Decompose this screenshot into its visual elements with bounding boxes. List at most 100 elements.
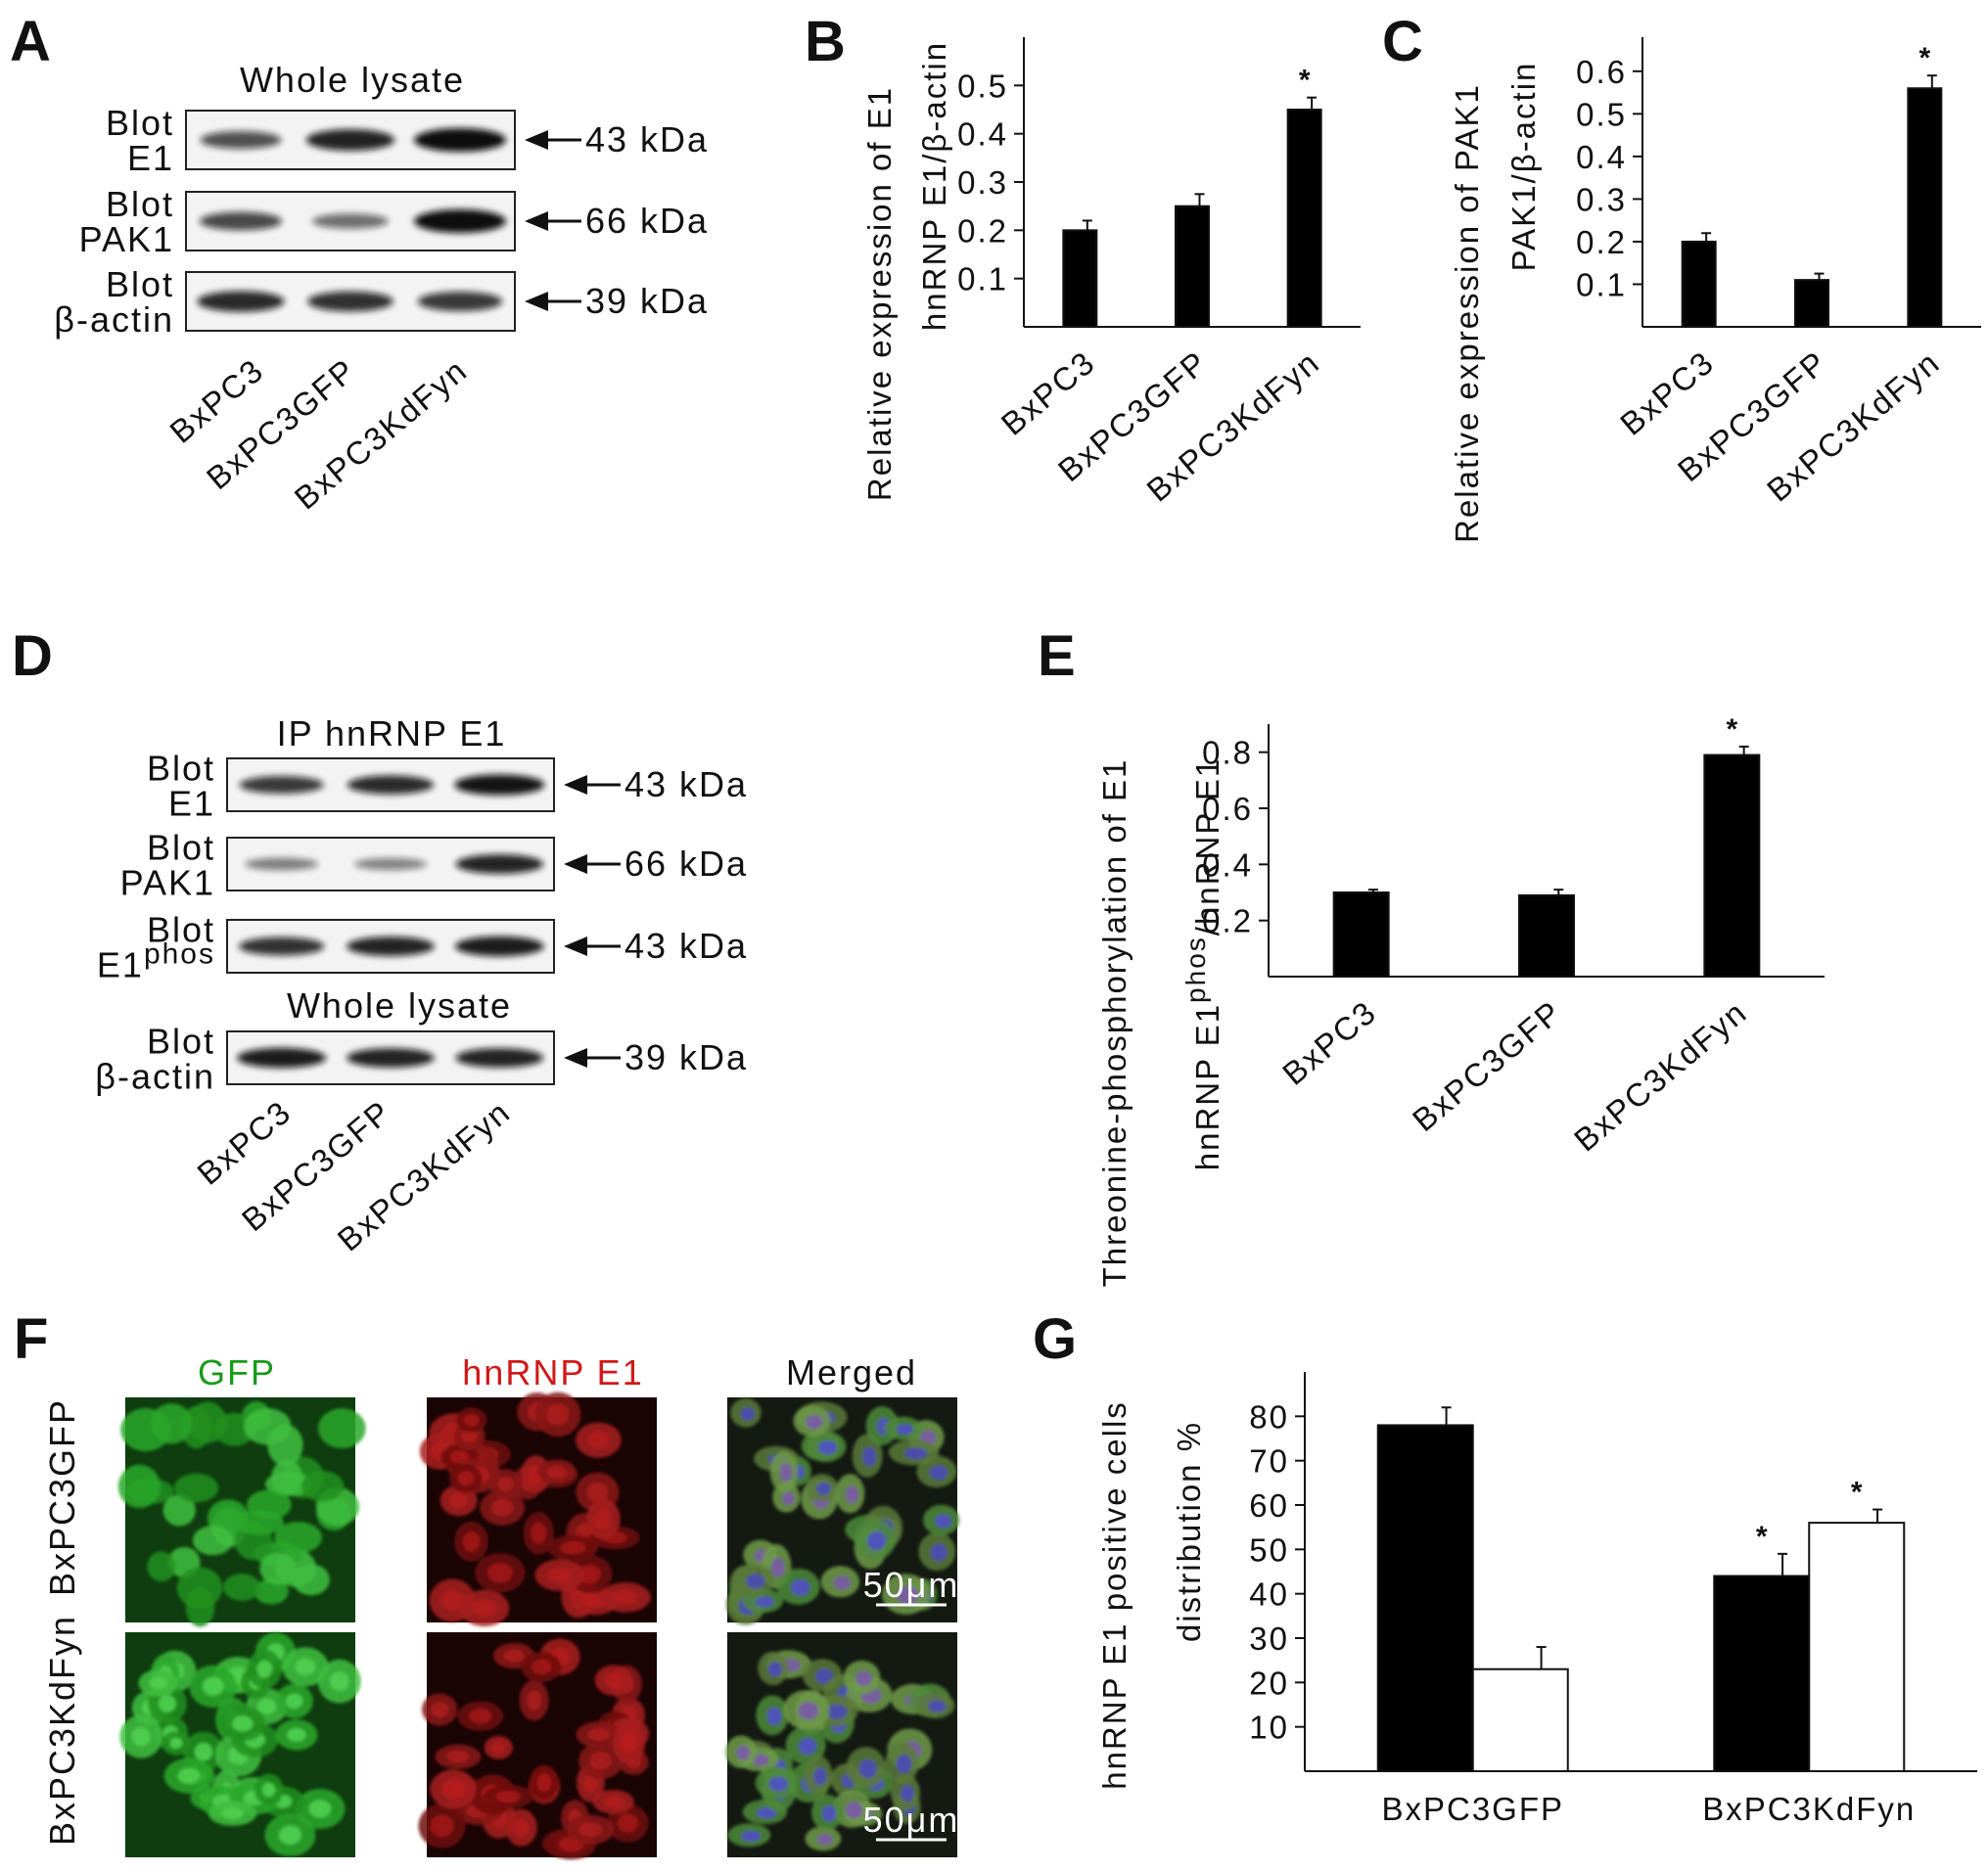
cell-nucleus-signal [586,1727,611,1742]
blot-arrow-head [525,130,548,150]
y-tick-label: 20 [1249,1665,1289,1701]
scale-bar-label: 50μm [863,1565,960,1605]
blot-band [454,774,545,796]
panel-f-header-gfp: GFP [198,1352,276,1393]
cell-perinuclear-ring [286,1693,303,1710]
blot-label-top: Blot [147,828,215,868]
bar [1332,891,1390,978]
cell-perinuclear-ring [177,1767,201,1784]
cell-nucleus [816,1834,834,1846]
blot-label-bottom: E1 [168,784,215,824]
cell-nucleus-signal [578,1564,602,1584]
y-axis-label: Threonine-phosphorylation of E1 [1096,758,1133,1288]
cell-nucleus [825,1704,848,1719]
cell-nucleus [782,1491,795,1506]
cell-nucleus-signal [513,1818,530,1838]
micrograph-cells [418,1638,650,1860]
bar [1175,205,1210,329]
blot-band [454,936,544,957]
cell [117,1464,162,1509]
cell-nucleus [928,1700,947,1712]
y-axis-label: hnRNP E1phos/hnRNP E1 [1180,757,1225,1171]
cell-perinuclear-ring [221,1807,244,1819]
blot-label-bottom: β-actin [54,299,174,340]
cell-nucleus-signal [490,1741,506,1754]
cell-nucleus [862,1446,877,1467]
y-axis-label: hnRNP E1/β-actin [916,41,952,331]
blot-band [347,1048,435,1068]
micrograph-cells [725,1650,955,1851]
y-tick-label: 0.8 [1202,735,1253,771]
cell-nucleus [798,1702,819,1720]
blot-band [238,936,325,956]
cell-nucleus [757,1806,777,1819]
cell-nucleus-signal [613,1589,639,1605]
micrograph-tile [419,1392,657,1627]
cell-nucleus-signal [617,1813,639,1833]
cell-nucleus-signal [463,1413,480,1427]
category-label: BxPC3KdFyn [1567,993,1754,1159]
category-label: BxPC3 [994,343,1102,442]
panel-c-letter: C [1382,10,1423,73]
y-tick-label: 0.2 [1576,224,1627,260]
panel-g-bar-chart: 10 20 30 40 50 60 70 80 BxPC3GFP * * BxPC3KdFyn hnRN… [1096,1372,1977,1827]
cell-nucleus [771,1557,785,1578]
blot-kda-label: 39 kDa [624,1037,748,1077]
cell-nucleus-signal [431,1701,449,1718]
cell-nucleus-signal [531,1659,552,1675]
cell [254,1578,289,1605]
cell-nucleus [768,1776,789,1792]
cell-perinuclear-ring [149,1676,167,1690]
cell-nucleus [766,1707,782,1726]
category-label: BxPC3GFP [1381,1791,1564,1827]
cell [150,1403,193,1444]
y-tick-label: 50 [1249,1531,1289,1568]
micrograph-cells [117,1401,366,1627]
cell-nucleus-signal [546,1465,567,1479]
y-tick-label: 0.5 [957,68,1008,104]
y-tick-label: 0.3 [957,164,1008,201]
cell-nucleus [867,1530,887,1550]
cell-nucleus-signal [440,1589,464,1612]
cell [234,1509,284,1535]
cell-nucleus-signal [503,1649,525,1663]
bar [1808,1522,1906,1772]
blot-arrow-head [564,936,587,956]
cell-nucleus-signal [441,1779,465,1800]
cell [244,1408,292,1445]
bar [1376,1424,1474,1773]
panel-f-row-label-gfp: BxPC3GFP [42,1398,82,1596]
cell-nucleus-signal [603,1796,624,1808]
cell-nucleus [930,1543,948,1562]
panel-e-bar-chart: 0.2 0.4 0.6 0.8 BxPC3 BxPC3GFP * BxPC3KdFyn Thre… [1096,713,1825,1287]
cell-nucleus-signal [462,1531,481,1552]
bar [1681,240,1717,328]
blot-band [347,936,435,956]
bar [1286,109,1322,328]
cell [292,1564,330,1596]
cell-nucleus [736,1745,751,1760]
y-tick-label: 80 [1249,1398,1289,1435]
cell-nucleus [855,1670,872,1687]
cell-nucleus-signal [621,1732,637,1755]
cell [173,1473,219,1503]
cell-perinuclear-ring [256,1698,277,1714]
blot-arrow-head [564,775,587,795]
cell-nucleus-signal [449,1492,469,1509]
cell-nucleus [896,1754,912,1774]
y-tick-label: 0.2 [957,212,1008,249]
y-axis-label: hnRNP E1 positive cells [1096,1400,1133,1790]
cell-nucleus-signal [559,1541,585,1555]
panel-d-subtitle: Whole lysate [287,985,512,1026]
significance-star: * [1919,42,1930,74]
blot-arrow-head [564,1048,587,1068]
significance-star: * [1726,713,1737,746]
cell-nucleus-signal [457,1471,475,1486]
cell-nucleus-signal [586,1431,611,1449]
blot-band [237,1047,327,1069]
